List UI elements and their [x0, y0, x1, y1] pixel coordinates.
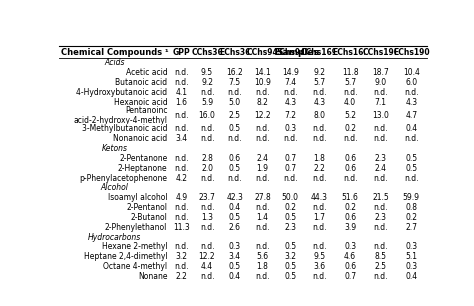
Text: Samples: Samples	[276, 48, 319, 57]
